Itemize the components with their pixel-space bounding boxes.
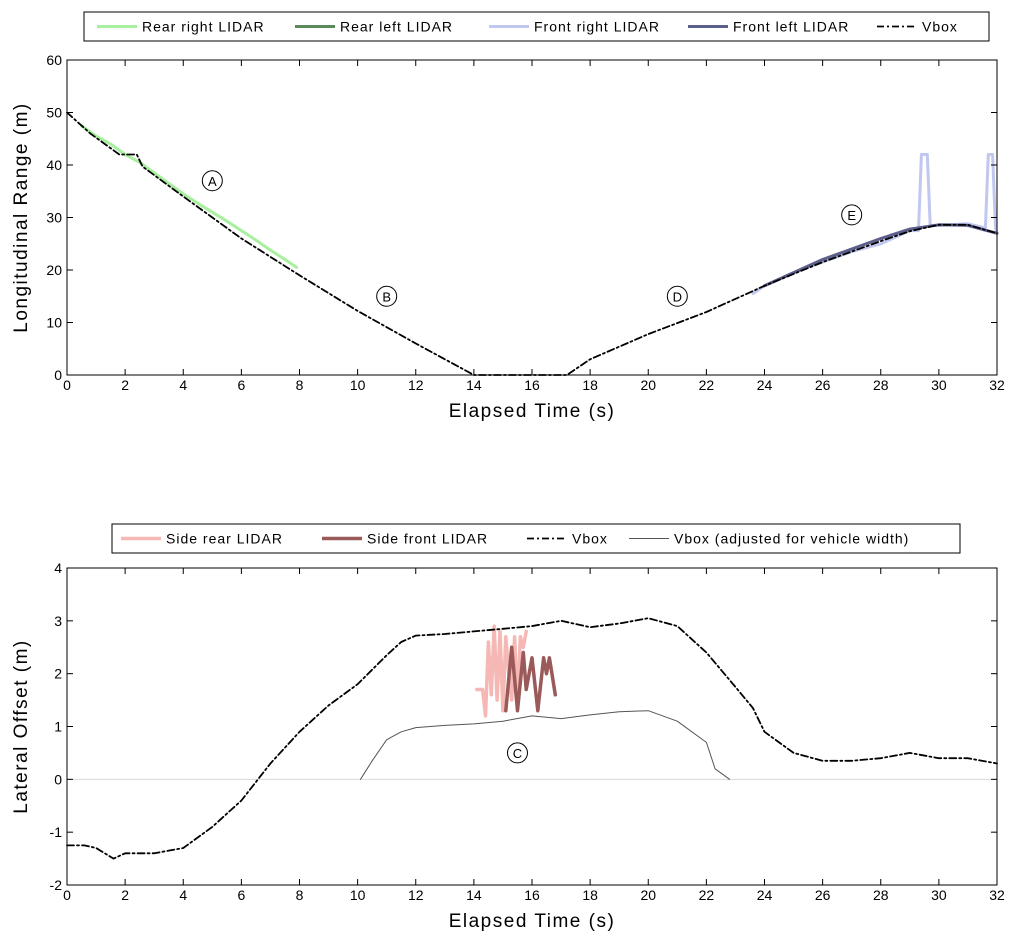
x-tick-label: 10 bbox=[350, 887, 366, 903]
y-tick-label: 50 bbox=[46, 105, 62, 121]
x-tick-label: 30 bbox=[931, 377, 947, 393]
legend: Rear right LIDAR Rear left LIDAR Front rig… bbox=[83, 11, 990, 42]
x-tick-label: 10 bbox=[350, 377, 366, 393]
y-tick-label: 40 bbox=[46, 157, 62, 173]
y-axis-label: Lateral Offset (m) bbox=[11, 639, 32, 813]
annotation-circle bbox=[841, 204, 863, 226]
x-tick-label: 8 bbox=[296, 887, 304, 903]
annotation: B bbox=[376, 285, 398, 307]
x-tick-label: 32 bbox=[989, 377, 1005, 393]
x-tick-label: 30 bbox=[931, 887, 947, 903]
x-tick-label: 22 bbox=[699, 377, 715, 393]
x-tick-label: 16 bbox=[524, 887, 540, 903]
x-tick-label: 2 bbox=[121, 377, 129, 393]
annotation-label: B bbox=[382, 289, 391, 304]
x-tick-label: 14 bbox=[466, 887, 482, 903]
annotation-label: C bbox=[513, 746, 522, 761]
x-tick-label: 28 bbox=[873, 377, 889, 393]
annotation-circle bbox=[506, 742, 528, 764]
annotation: D bbox=[666, 285, 688, 307]
chart-1: 0 2 4 6 8 10 12 14 16 18 20 22 24 26 28 30 3201020304050… bbox=[11, 11, 1005, 422]
series-line-2 bbox=[504, 645, 558, 713]
series-line-4 bbox=[360, 710, 731, 780]
x-tick-label: 24 bbox=[757, 887, 773, 903]
x-tick-label: 16 bbox=[524, 377, 540, 393]
series-line-4 bbox=[763, 223, 999, 288]
x-tick-label: 24 bbox=[757, 377, 773, 393]
legend-box bbox=[111, 523, 961, 554]
y-tick-label: 0 bbox=[54, 367, 62, 383]
annotation-label: A bbox=[208, 174, 217, 189]
y-axis-label: Longitudinal Range (m) bbox=[11, 102, 32, 333]
legend-label: Vbox (adjusted for vehicle width) bbox=[674, 531, 909, 547]
annotation: C bbox=[506, 742, 528, 764]
chart-2: 0 2 4 6 8 10 12 14 16 18 20 22 24 26 28 30 32-2-101234El… bbox=[11, 523, 1005, 932]
y-tick-label: 2 bbox=[54, 666, 62, 682]
x-tick-label: 8 bbox=[296, 377, 304, 393]
x-tick-label: 20 bbox=[640, 887, 656, 903]
legend-label: Rear left LIDAR bbox=[340, 19, 453, 35]
annotation-label: E bbox=[847, 208, 856, 223]
x-tick-label: 2 bbox=[121, 887, 129, 903]
y-tick-label: 20 bbox=[46, 262, 62, 278]
legend-label: Side rear LIDAR bbox=[166, 531, 283, 547]
x-tick-label: 6 bbox=[237, 887, 245, 903]
y-tick-label: 10 bbox=[46, 315, 62, 331]
x-tick-label: 4 bbox=[179, 887, 187, 903]
x-tick-label: 0 bbox=[63, 377, 71, 393]
x-tick-label: 22 bbox=[699, 887, 715, 903]
x-tick-label: 18 bbox=[582, 377, 598, 393]
x-tick-label: 0 bbox=[63, 887, 71, 903]
series-line-3 bbox=[66, 617, 998, 860]
y-tick-label: 60 bbox=[46, 52, 62, 68]
y-tick-label: 4 bbox=[54, 560, 62, 576]
x-tick-label: 20 bbox=[640, 377, 656, 393]
x-tick-label: 28 bbox=[873, 887, 889, 903]
series-line-5 bbox=[66, 111, 998, 376]
legend-label: Side front LIDAR bbox=[367, 531, 488, 547]
legend-box bbox=[83, 11, 990, 42]
y-tick-label: 1 bbox=[54, 719, 62, 735]
x-tick-label: 6 bbox=[237, 377, 245, 393]
x-axis-label: Elapsed Time (s) bbox=[449, 401, 616, 422]
x-tick-label: 12 bbox=[408, 887, 424, 903]
annotation-circle bbox=[666, 285, 688, 307]
x-tick-label: 26 bbox=[815, 887, 831, 903]
legend-label: Front right LIDAR bbox=[534, 19, 660, 35]
annotation-circle bbox=[201, 170, 223, 192]
plot-area-frame bbox=[66, 567, 998, 886]
legend-label: Vbox bbox=[922, 19, 958, 35]
legend-label: Front left LIDAR bbox=[733, 19, 849, 35]
legend: Side rear LIDAR Side front LIDAR Vbox Vbox … bbox=[111, 523, 961, 554]
series-line-1 bbox=[80, 124, 299, 269]
x-tick-label: 32 bbox=[989, 887, 1005, 903]
annotation-circle bbox=[376, 285, 398, 307]
annotation: A bbox=[201, 170, 223, 192]
y-tick-label: 30 bbox=[46, 210, 62, 226]
y-tick-label: 3 bbox=[54, 613, 62, 629]
x-tick-label: 12 bbox=[408, 377, 424, 393]
y-tick-label: 0 bbox=[54, 771, 62, 787]
annotation: E bbox=[841, 204, 863, 226]
legend-label: Rear right LIDAR bbox=[142, 19, 265, 35]
annotation-label: D bbox=[673, 289, 682, 304]
y-tick-label: -1 bbox=[50, 824, 63, 840]
x-tick-label: 4 bbox=[179, 377, 187, 393]
x-axis-label: Elapsed Time (s) bbox=[449, 911, 616, 932]
x-tick-label: 14 bbox=[466, 377, 482, 393]
y-tick-label: -2 bbox=[50, 877, 63, 893]
legend-label: Vbox bbox=[572, 531, 608, 547]
x-tick-label: 26 bbox=[815, 377, 831, 393]
x-tick-label: 18 bbox=[582, 887, 598, 903]
series-line-1 bbox=[475, 624, 528, 718]
